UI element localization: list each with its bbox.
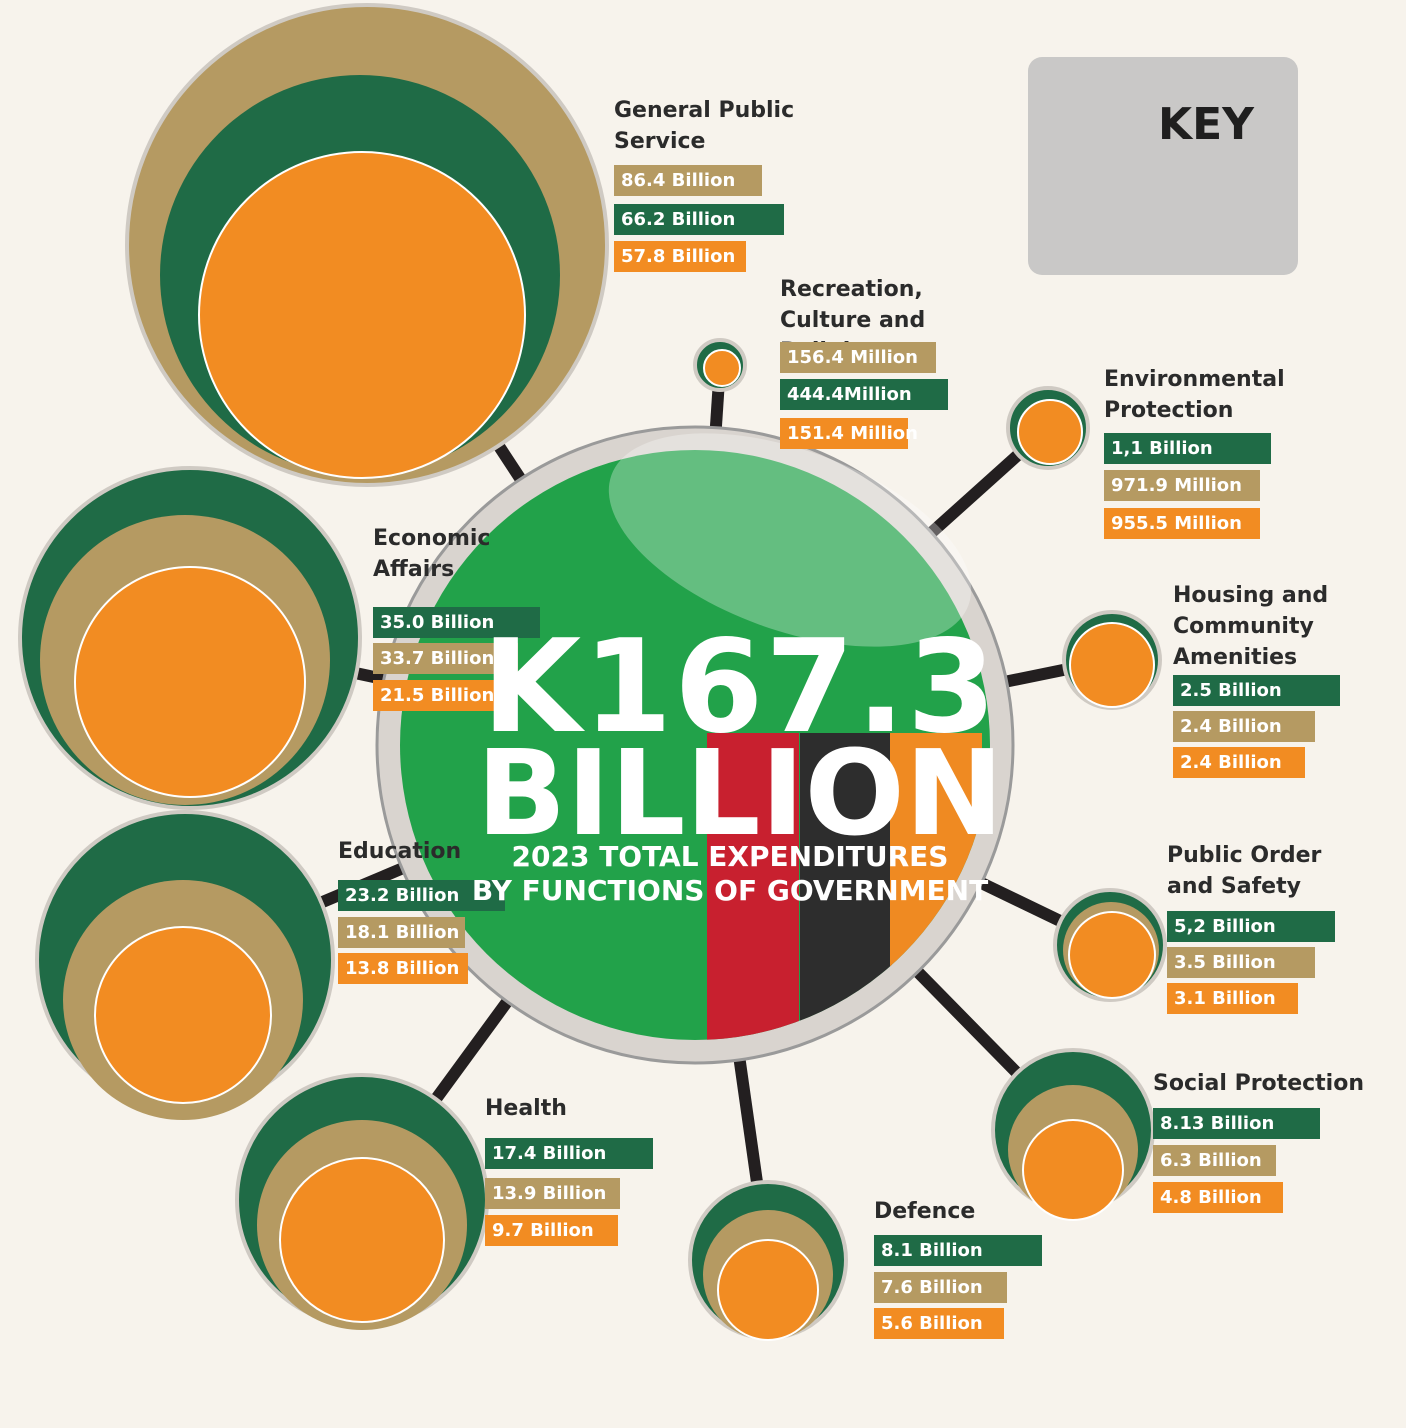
bubble-ring xyxy=(717,1239,819,1341)
function-name: Social Protection xyxy=(1153,1071,1364,1096)
bubble-ring xyxy=(1022,1119,1124,1221)
bubble-ring xyxy=(703,349,741,387)
function-name: Housing and Community Amenities xyxy=(1173,583,1329,670)
value-label: 156.4 Million xyxy=(780,342,936,373)
key-box: KEY xyxy=(1028,57,1298,275)
value-label: 151.4 Million xyxy=(780,418,918,449)
value-label: 86.4 Billion xyxy=(614,165,762,196)
value-label: 57.8 Billion xyxy=(614,241,746,272)
function-name: Education xyxy=(338,839,462,864)
value-label: 8.13 Billion xyxy=(1153,1108,1320,1139)
value-label: 2.4 Billion xyxy=(1173,711,1315,742)
value-label: 6.3 Billion xyxy=(1153,1145,1276,1176)
value-label: 971.9 Million xyxy=(1104,470,1260,501)
bubble-ring xyxy=(198,151,526,479)
value-label: 18.1 Billion xyxy=(338,917,465,948)
value-label: 13.9 Billion xyxy=(485,1178,620,1209)
value-label: 2.4 Billion xyxy=(1173,747,1305,778)
value-label: 21.5 Billion xyxy=(373,680,513,711)
center-subtitle: BY FUNCTIONS OF GOVERNMENT xyxy=(471,874,989,907)
value-label: 66.2 Billion xyxy=(614,204,784,235)
bubble-ring xyxy=(1017,399,1083,465)
flag-stripe xyxy=(707,733,799,1040)
function-name: Health xyxy=(485,1096,567,1121)
center-amount: K167.3 xyxy=(481,613,999,762)
center-unit: BILLION xyxy=(476,724,1004,862)
function-name: General Public Service xyxy=(614,98,795,154)
bubble-ring xyxy=(1068,911,1156,999)
value-label: 3.5 Billion xyxy=(1167,947,1315,978)
function-name: Defence xyxy=(874,1199,976,1224)
bubble-ring xyxy=(94,926,272,1104)
value-label: 33.7 Billion xyxy=(373,643,518,674)
function-name: Environmental Protection xyxy=(1104,367,1285,423)
value-label: 5.6 Billion xyxy=(874,1308,1004,1339)
value-label: 3.1 Billion xyxy=(1167,983,1298,1014)
bubble-ring xyxy=(74,566,306,798)
key-title: KEY xyxy=(1158,99,1255,150)
gloss xyxy=(608,433,972,647)
value-label: 23.2 Billion xyxy=(338,880,505,911)
bubble-ring xyxy=(1069,622,1155,708)
value-label: 444.4Million xyxy=(780,379,948,410)
value-label: 7.6 Billion xyxy=(874,1272,1007,1303)
value-label: 2.5 Billion xyxy=(1173,675,1340,706)
value-label: 35.0 Billion xyxy=(373,607,540,638)
value-label: 1,1 Billion xyxy=(1104,433,1271,464)
value-label: 9.7 Billion xyxy=(485,1215,618,1246)
value-label: 4.8 Billion xyxy=(1153,1182,1283,1213)
value-label: 5,2 Billion xyxy=(1167,911,1335,942)
function-name: Public Order and Safety xyxy=(1167,843,1322,899)
function-name: Economic Affairs xyxy=(373,526,491,582)
value-label: 8.1 Billion xyxy=(874,1235,1042,1266)
value-label: 13.8 Billion xyxy=(338,953,468,984)
value-label: 17.4 Billion xyxy=(485,1138,653,1169)
center-subtitle: 2023 TOTAL EXPENDITURES xyxy=(511,840,949,873)
value-label: 955.5 Million xyxy=(1104,508,1260,539)
bubble-ring xyxy=(279,1157,445,1323)
